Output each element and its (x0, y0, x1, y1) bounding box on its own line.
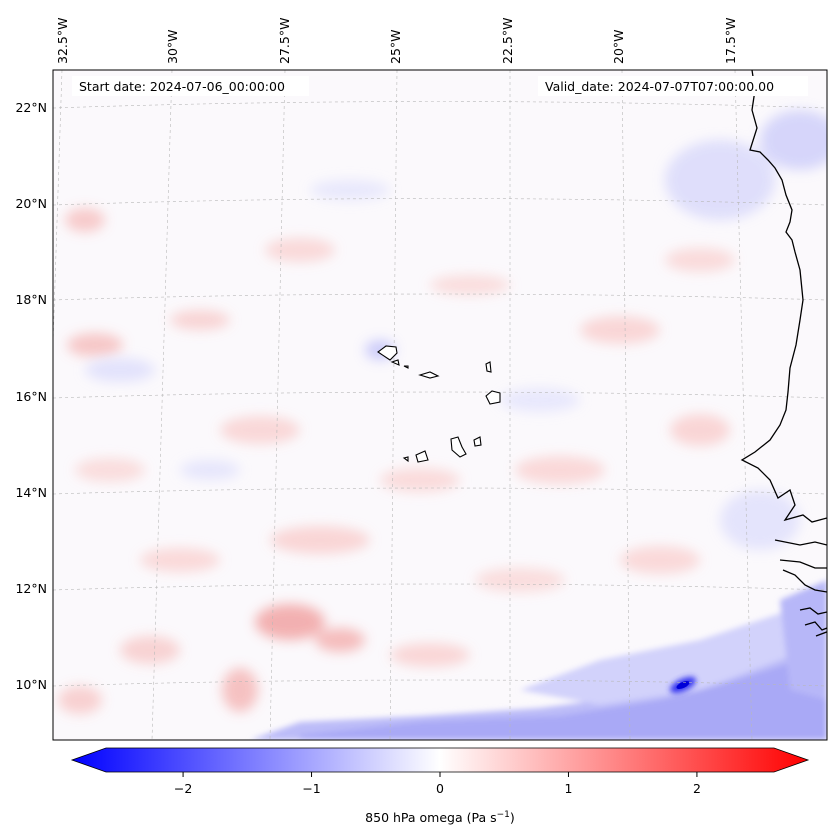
valid-date-box: Valid_date: 2024-07-07T07:00:00.00 (538, 76, 808, 96)
lon-tick-label: 22.5°W (500, 18, 515, 64)
colorbar-tick-label: 2 (693, 781, 701, 796)
start-date-box: Start date: 2024-07-06_00:00:00 (72, 76, 309, 96)
lat-tick-label: 20°N (15, 196, 47, 211)
colorbar-title: 850 hPa omega (Pa s−1) (365, 810, 515, 825)
longitude-ticks: 32.5°W 30°W 27.5°W 25°W 22.5°W 20°W 17.5… (55, 18, 738, 64)
map-panel (52, 69, 828, 741)
lat-tick-label: 12°N (15, 581, 47, 596)
valid-date-label: Valid_date: 2024-07-07T07:00:00.00 (545, 79, 774, 94)
colorbar-variable: 850 hPa omega (365, 810, 462, 825)
omega-field (53, 70, 827, 740)
graticule (53, 70, 827, 740)
lat-tick-label: 10°N (15, 677, 47, 692)
colorbar-ticks: −2 −1 0 1 2 (174, 772, 701, 796)
cape-verde-islands (377, 345, 501, 463)
map-frame (52, 69, 828, 741)
latitude-ticks: 22°N 20°N 18°N 16°N 14°N 12°N 10°N (15, 100, 47, 692)
lon-tick-label: 17.5°W (723, 18, 738, 64)
colorbar-units-exponent: −1 (497, 810, 510, 820)
colorbar-tick-label: −2 (174, 781, 192, 796)
lat-tick-label: 16°N (15, 389, 47, 404)
lon-tick-label: 27.5°W (277, 18, 292, 64)
start-date-label: Start date: 2024-07-06_00:00:00 (79, 79, 285, 94)
lon-tick-label: 25°W (388, 29, 403, 64)
colorbar-units: (Pa s (467, 810, 497, 825)
colorbar-tick-label: 0 (436, 781, 444, 796)
lon-tick-label: 32.5°W (55, 18, 70, 64)
colorbar-tick-label: 1 (564, 781, 572, 796)
lon-tick-label: 30°W (165, 29, 180, 64)
colorbar-tick-label: −1 (302, 781, 320, 796)
colorbar: −2 −1 0 1 2 850 hPa omega (Pa s−1) (70, 747, 810, 825)
colorbar-units-close: ) (510, 810, 515, 825)
lat-tick-label: 18°N (15, 292, 47, 307)
lon-tick-label: 20°W (611, 29, 626, 64)
coastline (740, 70, 827, 637)
lat-tick-label: 14°N (15, 485, 47, 500)
lat-tick-label: 22°N (15, 100, 47, 115)
colorbar-bar (70, 747, 810, 773)
